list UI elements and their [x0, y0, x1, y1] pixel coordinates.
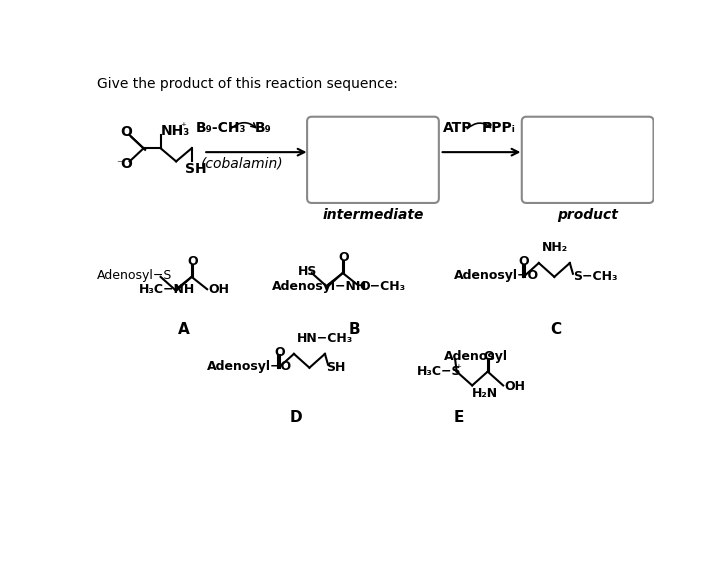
Text: ATP: ATP — [443, 120, 473, 134]
Text: SH: SH — [326, 361, 346, 374]
Text: O: O — [338, 251, 349, 264]
Text: NH₃: NH₃ — [161, 124, 190, 138]
Text: A: A — [178, 321, 190, 337]
Text: ⁻: ⁻ — [116, 160, 122, 170]
Text: D: D — [290, 410, 302, 425]
FancyBboxPatch shape — [307, 117, 439, 203]
Text: O: O — [120, 125, 132, 139]
Text: H₃C−S: H₃C−S — [417, 365, 461, 378]
Text: O−CH₃: O−CH₃ — [360, 280, 406, 293]
Text: ⁺: ⁺ — [181, 123, 187, 133]
Text: Adenosyl−O: Adenosyl−O — [454, 269, 539, 282]
Text: O: O — [120, 157, 132, 171]
Text: product: product — [557, 207, 618, 221]
Text: O: O — [519, 255, 529, 268]
Text: HS: HS — [298, 265, 317, 278]
Text: Adenosyl−O: Adenosyl−O — [207, 360, 292, 373]
Text: OH: OH — [209, 283, 230, 297]
Text: intermediate: intermediate — [322, 207, 424, 221]
Text: B₉-CH₃: B₉-CH₃ — [196, 120, 246, 134]
Text: B: B — [348, 321, 360, 337]
Text: SH: SH — [185, 162, 207, 176]
Text: Adenosyl: Adenosyl — [444, 350, 508, 362]
Text: Adenosyl−NH: Adenosyl−NH — [271, 280, 366, 293]
Text: (cobalamin): (cobalamin) — [201, 157, 284, 171]
Text: C: C — [550, 321, 561, 337]
Text: O: O — [274, 346, 284, 359]
Text: H₂N: H₂N — [472, 387, 498, 400]
Text: O: O — [187, 255, 198, 268]
Text: Give the product of this reaction sequence:: Give the product of this reaction sequen… — [97, 76, 398, 90]
Text: O: O — [483, 350, 494, 362]
Text: E: E — [454, 410, 464, 425]
Text: ⁺: ⁺ — [455, 364, 461, 374]
Text: PPPᵢ: PPPᵢ — [481, 120, 515, 134]
Text: HN−CH₃: HN−CH₃ — [297, 332, 353, 345]
Text: OH: OH — [505, 380, 526, 393]
Text: NH₂: NH₂ — [542, 241, 568, 254]
FancyArrowPatch shape — [467, 123, 491, 129]
FancyBboxPatch shape — [522, 117, 654, 203]
Text: S−CH₃: S−CH₃ — [573, 270, 617, 283]
Text: H₃C−NH: H₃C−NH — [139, 283, 195, 297]
Text: Adenosyl−S: Adenosyl−S — [97, 269, 172, 282]
FancyArrowPatch shape — [231, 123, 256, 129]
Text: B₉: B₉ — [254, 120, 271, 134]
